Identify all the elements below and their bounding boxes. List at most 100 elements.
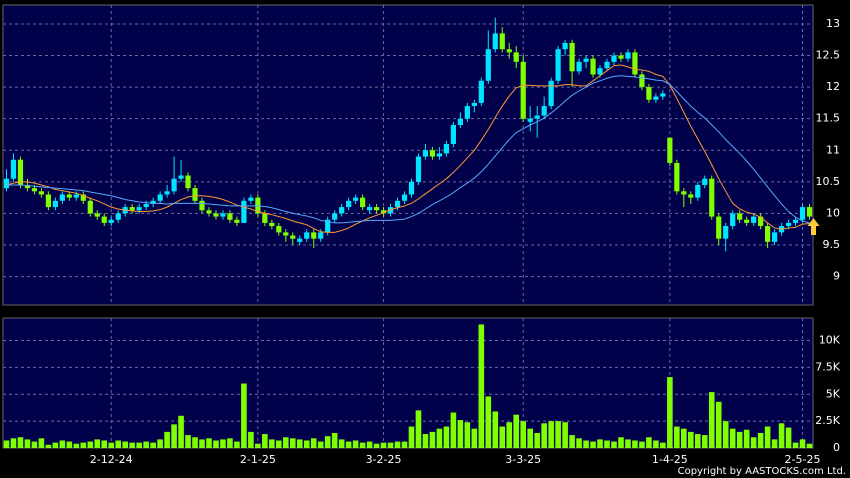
candle-body xyxy=(744,219,750,223)
candle-body xyxy=(66,194,72,198)
candle-body xyxy=(597,68,603,75)
volume-bar xyxy=(569,435,575,448)
candle-body xyxy=(353,197,359,201)
volume-bar xyxy=(729,428,736,448)
volume-bar xyxy=(129,442,135,448)
candle-body xyxy=(464,106,470,119)
x-tick-label: 1-4-25 xyxy=(652,453,688,466)
candle-body xyxy=(674,162,680,192)
candle-body xyxy=(262,213,268,223)
candle-body xyxy=(297,238,303,242)
candle-body xyxy=(192,188,198,201)
candle-body xyxy=(751,216,757,223)
volume-bar xyxy=(597,439,603,448)
volume-bar xyxy=(646,437,652,448)
volume-bar xyxy=(317,441,324,448)
candle-body xyxy=(415,156,422,182)
volume-bar xyxy=(38,438,45,448)
volume-bar xyxy=(422,434,429,448)
candle-body xyxy=(394,200,401,208)
candle-body xyxy=(555,49,561,81)
volume-bar xyxy=(324,436,331,448)
volume-bar xyxy=(345,441,352,448)
volume-bar xyxy=(24,439,31,448)
candle-body xyxy=(527,118,533,122)
candle-body xyxy=(520,61,526,119)
volume-bar xyxy=(185,435,191,448)
volume-bar xyxy=(143,441,149,448)
volume-bar xyxy=(534,432,540,448)
volume-bar xyxy=(3,440,10,448)
candle-body xyxy=(583,58,589,62)
candle-body xyxy=(618,55,624,59)
candle-body xyxy=(241,200,247,223)
volume-bar xyxy=(639,441,645,448)
volume-bar xyxy=(701,435,708,448)
volume-bar xyxy=(192,437,198,448)
volume-bar xyxy=(108,442,115,448)
candle-body xyxy=(108,219,114,223)
volume-bar xyxy=(708,392,715,448)
candle-body xyxy=(806,207,813,217)
candle-body xyxy=(625,52,631,59)
volume-bar xyxy=(87,441,94,448)
candle-body xyxy=(408,181,415,195)
candle-body xyxy=(506,49,512,53)
candle-body xyxy=(269,222,275,227)
candle-body xyxy=(276,226,282,233)
candle-body xyxy=(178,175,184,179)
candle-body xyxy=(660,93,666,97)
candle-body xyxy=(227,213,233,220)
volume-bar xyxy=(136,442,142,448)
candle-body xyxy=(709,178,715,217)
volume-bar xyxy=(387,442,394,448)
volume-bar xyxy=(310,438,317,448)
candle-body xyxy=(220,213,226,217)
volume-bar xyxy=(555,421,561,448)
volume-bar xyxy=(785,427,792,448)
volume-bar xyxy=(667,377,673,448)
volume-bar xyxy=(269,439,275,448)
x-tick-label: 3-3-25 xyxy=(505,453,541,466)
y2-tick-label: 7.5K xyxy=(815,360,840,373)
y-tick-label: 12 xyxy=(826,80,840,93)
volume-bar xyxy=(464,422,471,448)
volume-bar xyxy=(771,439,778,448)
volume-bar xyxy=(625,439,631,448)
volume-bar xyxy=(408,426,415,448)
y2-tick-label: 2.5K xyxy=(815,414,840,427)
volume-bar xyxy=(220,439,226,448)
x-tick-label: 3-2-25 xyxy=(366,453,402,466)
candle-body xyxy=(639,74,645,88)
candle-body xyxy=(3,178,10,189)
last-price-arrow xyxy=(807,218,820,235)
candle-body xyxy=(290,235,296,239)
volume-bar xyxy=(736,431,743,448)
y-tick-label: 9.5 xyxy=(823,238,841,251)
volume-bar xyxy=(206,438,212,448)
volume-bar xyxy=(213,440,219,448)
candle-body xyxy=(632,52,638,75)
copyright: Copyright by AASTOCKS.com Ltd. xyxy=(678,466,846,477)
volume-bar xyxy=(394,441,401,448)
volume-bar xyxy=(17,437,24,448)
candle-body xyxy=(758,216,764,227)
candle-body xyxy=(478,80,484,103)
candle-body xyxy=(248,197,254,201)
volume-bar xyxy=(10,438,17,448)
candle-body xyxy=(387,207,394,214)
volume-bar xyxy=(632,440,638,448)
candle-body xyxy=(157,194,163,201)
candle-body xyxy=(569,42,575,72)
volume-bar xyxy=(806,443,813,448)
candle-body xyxy=(492,33,498,50)
candle-body xyxy=(17,159,24,185)
candle-body xyxy=(485,49,491,81)
volume-bar xyxy=(576,438,582,448)
candle-body xyxy=(450,125,456,144)
volume-bar xyxy=(415,410,422,448)
volume-bar xyxy=(778,423,785,448)
candle-body xyxy=(681,191,687,195)
price-panel xyxy=(2,4,814,306)
volume-bar xyxy=(241,383,247,448)
